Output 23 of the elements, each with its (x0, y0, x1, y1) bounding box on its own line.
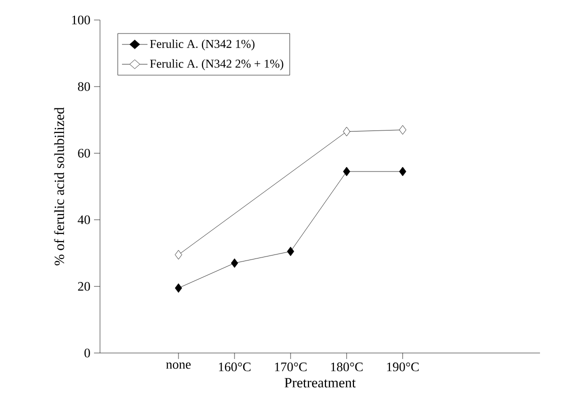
y-tick-label: 20 (78, 282, 90, 291)
x-axis-title: Pretreatment (284, 378, 356, 388)
point (174, 283, 182, 293)
point (174, 250, 182, 260)
point (343, 166, 350, 176)
legend-label: Ferulic A. (N342 1%) (150, 40, 254, 50)
y-tick-label: 0 (84, 348, 90, 358)
y-tick-label: 80 (78, 82, 90, 91)
y-tick-label: 40 (78, 215, 90, 224)
x-tick-label: 180°C (331, 362, 363, 372)
x-tick-label: 190°C (387, 362, 419, 372)
legend-label: Ferulic A. (N342 2% + 1%) (150, 59, 284, 70)
x-tick-label: none (166, 362, 191, 369)
y-tick-label: 100 (72, 16, 90, 24)
x-tick-label: 170°C (275, 362, 307, 372)
point (343, 126, 350, 136)
x-tick-label: 160°C (218, 362, 250, 372)
point (287, 246, 294, 256)
point (399, 166, 406, 176)
y-axis-title: % of ferulic acid solubilized (54, 107, 64, 266)
y-tick-label: 60 (78, 148, 90, 158)
point (230, 258, 238, 268)
point (399, 125, 406, 135)
